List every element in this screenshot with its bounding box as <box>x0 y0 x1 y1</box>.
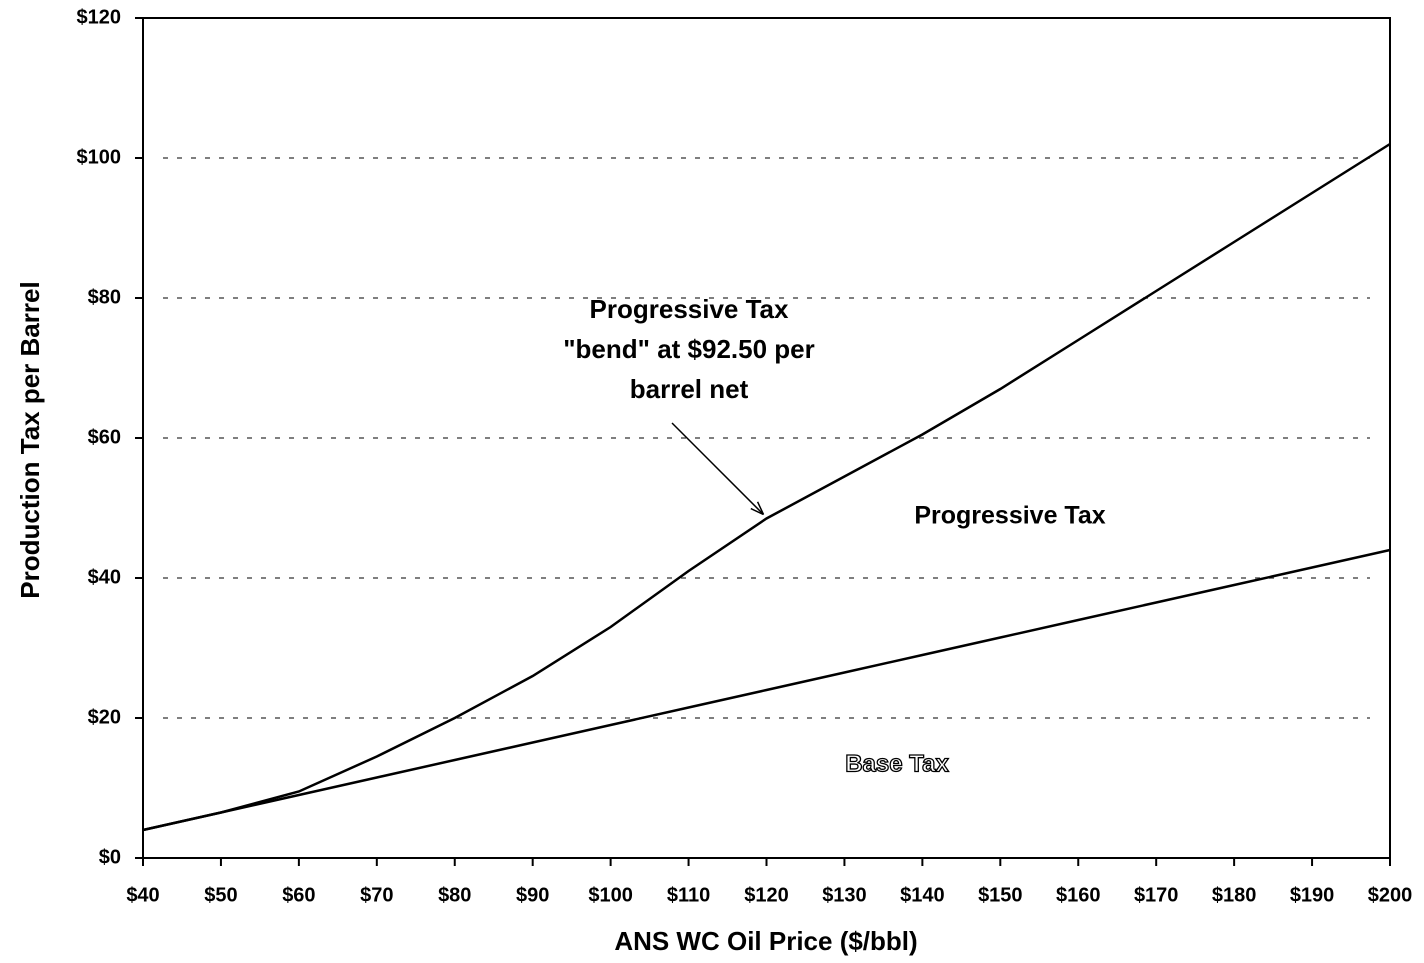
x-tick-label: $110 <box>667 884 710 906</box>
x-tick-label: $200 <box>1368 884 1413 906</box>
series-line <box>142 548 1391 832</box>
y-tick-label: $100 <box>77 146 122 168</box>
y-tick-label: $80 <box>88 286 121 308</box>
x-tick-label: $60 <box>282 884 315 906</box>
x-tick-label: $90 <box>516 884 549 906</box>
plot-frame <box>142 17 1391 859</box>
x-tick-label: $190 <box>1290 884 1335 906</box>
arrow-head <box>750 501 765 516</box>
x-tick-label: $40 <box>126 884 159 906</box>
x-tick-label: $170 <box>1134 884 1179 906</box>
y-tick-label: $60 <box>88 426 121 448</box>
annotation-text: "bend" at $92.50 per <box>563 334 815 364</box>
x-tick-label: $80 <box>438 884 471 906</box>
series-label: Progressive Tax <box>914 502 1105 530</box>
x-tick-label: $100 <box>588 884 633 906</box>
y-tick-label: $40 <box>88 566 121 588</box>
annotation-arrow <box>671 422 765 516</box>
x-tick-label: $150 <box>978 884 1023 906</box>
x-tick-label: $130 <box>822 884 867 906</box>
annotation-text: barrel net <box>630 374 749 404</box>
x-axis-title: ANS WC Oil Price ($/bbl) <box>614 926 917 956</box>
y-tick-label: $20 <box>88 706 121 728</box>
y-tick-label: $120 <box>77 6 122 28</box>
y-axis-title: Production Tax per Barrel <box>15 281 45 598</box>
series-label: Base Tax <box>845 750 949 777</box>
y-tick-label: $0 <box>99 846 121 868</box>
annotation-text: Progressive Tax <box>590 294 790 324</box>
x-tick-label: $140 <box>900 884 945 906</box>
x-tick-label: $50 <box>204 884 237 906</box>
series-line <box>142 142 1391 832</box>
x-tick-label: $120 <box>744 884 789 906</box>
x-tick-label: $70 <box>360 884 393 906</box>
x-tick-label: $160 <box>1056 884 1101 906</box>
x-tick-label: $180 <box>1212 884 1257 906</box>
